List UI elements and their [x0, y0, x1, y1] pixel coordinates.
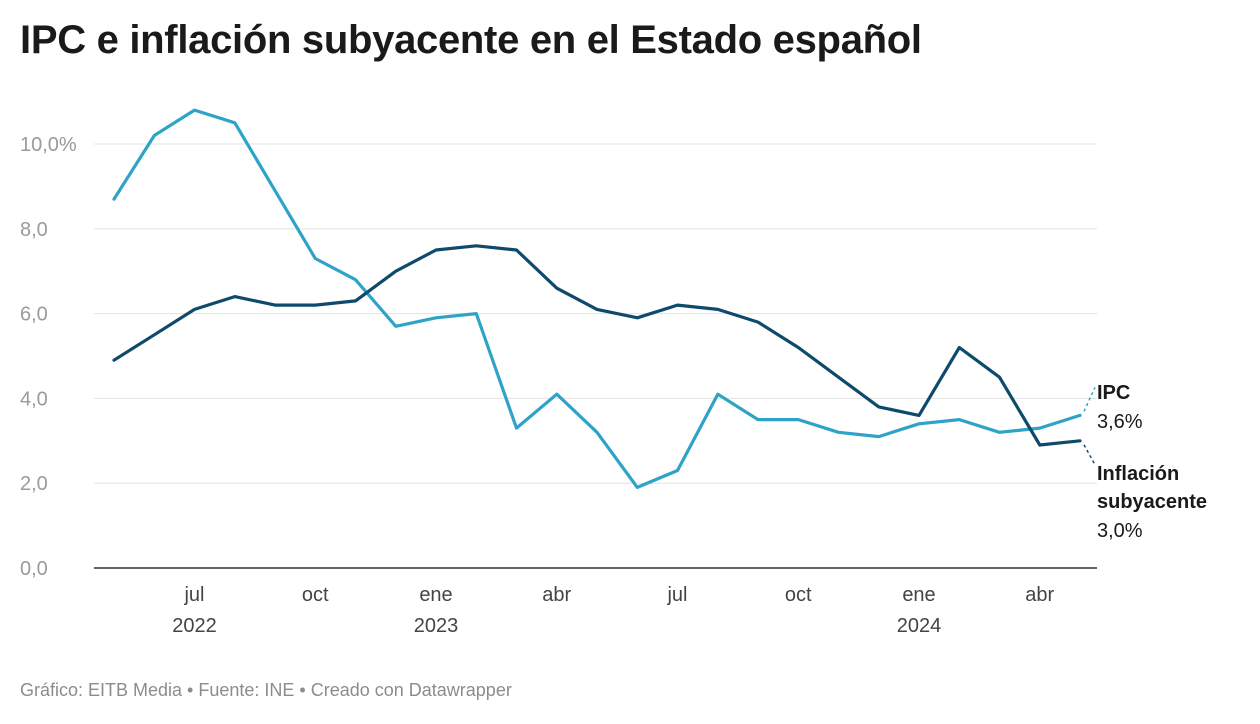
subyacente-label-value: 3,0%: [1097, 520, 1143, 542]
source-footer: Gráfico: EITB Media • Fuente: INE • Crea…: [20, 680, 512, 700]
x-tick-label: abr: [542, 584, 571, 606]
x-tick-label: jul: [183, 584, 204, 606]
subyacente-leader-line: [1083, 444, 1096, 466]
series-layer: [112, 108, 1082, 489]
x-tick-year-label: 2024: [897, 615, 942, 637]
y-tick-label: 6,0: [20, 304, 48, 326]
x-tick-year-label: 2022: [172, 615, 217, 637]
y-tick-label: 2,0: [20, 473, 48, 495]
ipc-series-line: [112, 108, 1082, 489]
y-axis: 0,0 2,0 4,0 6,0 8,0 10,0%: [20, 134, 77, 580]
ipc-label-name: IPC: [1097, 382, 1130, 404]
x-tick-label: jul: [666, 584, 687, 606]
chart-title: IPC e inflación subyacente en el Estado …: [20, 18, 922, 62]
ipc-label-value: 3,6%: [1097, 411, 1143, 433]
y-tick-label: 4,0: [20, 388, 48, 410]
x-axis: jul 2022 oct ene 2023 abr jul oct ene 2024 abr: [172, 584, 1054, 637]
end-labels: IPC 3,6% Inflación subyacente 3,0%: [1083, 382, 1207, 542]
subyacente-label-name-line2: subyacente: [1097, 491, 1207, 513]
y-tick-label: 10,0%: [20, 134, 77, 156]
x-tick-year-label: 2023: [414, 615, 459, 637]
y-tick-label: 8,0: [20, 219, 48, 241]
y-tick-label: 0,0: [20, 558, 48, 580]
x-tick-label: ene: [419, 584, 452, 606]
x-tick-label: abr: [1025, 584, 1054, 606]
x-tick-label: ene: [902, 584, 935, 606]
subyacente-series-line: [112, 244, 1082, 447]
subyacente-label-name-line1: Inflación: [1097, 463, 1179, 485]
x-tick-label: oct: [785, 584, 812, 606]
x-tick-label: oct: [302, 584, 329, 606]
grid-layer: [94, 143, 1097, 484]
ipc-leader-line: [1083, 387, 1096, 412]
